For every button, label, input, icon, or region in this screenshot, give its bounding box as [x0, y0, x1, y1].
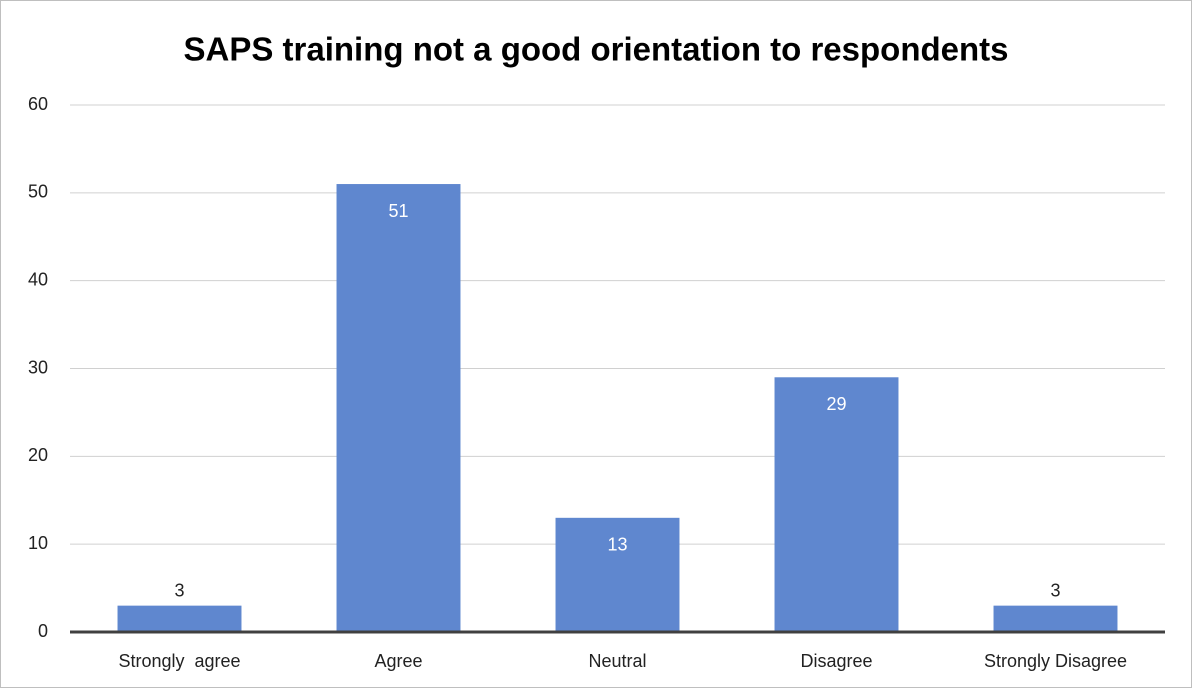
x-tick-label: Agree: [374, 651, 422, 671]
data-label: 29: [826, 394, 846, 414]
data-label: 51: [388, 201, 408, 221]
y-tick-label: 0: [38, 621, 48, 641]
bar: [993, 605, 1118, 632]
y-tick-label: 10: [28, 533, 48, 553]
data-label: 3: [1050, 580, 1060, 600]
bar: [774, 377, 899, 632]
y-tick-label: 60: [28, 94, 48, 114]
data-label: 13: [607, 535, 627, 555]
bar: [555, 517, 680, 632]
x-tick-label: Disagree: [800, 651, 872, 671]
y-tick-label: 30: [28, 357, 48, 377]
x-tick-label: Strongly Disagree: [984, 651, 1127, 671]
y-tick-label: 40: [28, 269, 48, 289]
x-tick-label: Neutral: [588, 651, 646, 671]
y-tick-label: 20: [28, 445, 48, 465]
y-tick-label: 50: [28, 182, 48, 202]
chart-title: SAPS training not a good orientation to …: [184, 31, 1009, 68]
bar: [336, 184, 461, 633]
x-tick-label: Strongly agree: [118, 651, 240, 671]
bar: [117, 605, 242, 632]
data-label: 3: [174, 580, 184, 600]
